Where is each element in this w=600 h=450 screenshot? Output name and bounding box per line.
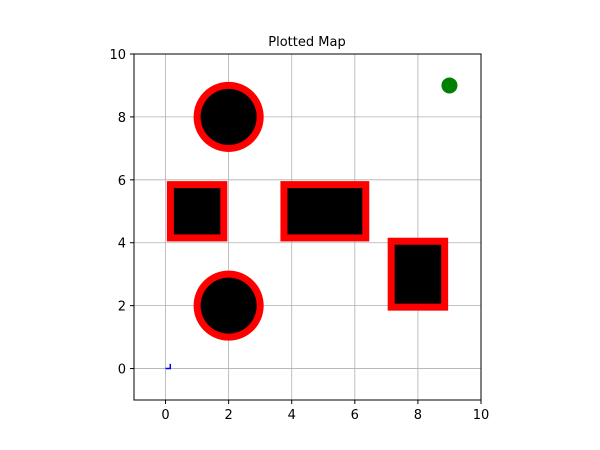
- obstacle-circle: [200, 88, 257, 145]
- obstacle-circle: [200, 277, 257, 334]
- x-tick-label: 0: [161, 408, 169, 423]
- obstacle-layer: [166, 81, 449, 341]
- goal-marker: [441, 77, 458, 94]
- obstacle-rect: [173, 188, 221, 235]
- plot-area-frame: [133, 53, 482, 401]
- y-tick-label: 8: [118, 111, 126, 126]
- obstacle-rect: [287, 188, 363, 235]
- y-tick-label: 10: [109, 48, 126, 63]
- marker-layer: [165, 77, 458, 370]
- obstacle-rect: [394, 244, 442, 304]
- chart-title: Plotted Map: [268, 35, 345, 50]
- x-tick-label: 4: [288, 408, 296, 423]
- y-tick-label: 2: [118, 300, 126, 315]
- path-line: [165, 363, 172, 370]
- tick-layer: 0 2 4 6 8 10 0 2 4 6 8 10: [109, 48, 489, 423]
- y-tick-label: 4: [118, 237, 126, 252]
- x-tick-label: 10: [473, 408, 490, 423]
- x-tick-label: 6: [351, 408, 359, 423]
- y-tick-label: 0: [118, 363, 126, 378]
- x-tick-label: 8: [414, 408, 422, 423]
- x-tick-label: 2: [224, 408, 232, 423]
- y-tick-label: 6: [118, 174, 126, 189]
